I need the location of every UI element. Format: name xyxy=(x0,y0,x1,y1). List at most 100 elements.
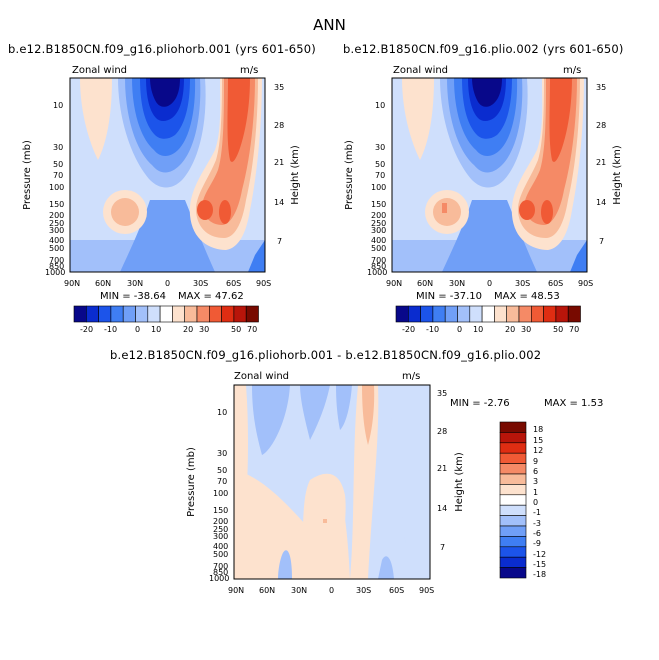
p2-ytick: 250 xyxy=(371,219,387,228)
cb2-label: -10 xyxy=(426,325,440,334)
panel1-contours xyxy=(70,78,265,272)
p2-ytick-right: 28 xyxy=(596,121,607,130)
p2-max: MAX = 48.53 xyxy=(494,291,560,302)
colorbar-swatch xyxy=(245,305,259,323)
p2-xtick: 90N xyxy=(386,279,403,288)
colorbar-swatch xyxy=(499,452,527,464)
panel1-plot xyxy=(69,77,266,273)
colorbar-swatch xyxy=(499,432,527,444)
panel2-title: b.e12.B1850CN.f09_g16.plio.002 (yrs 601-… xyxy=(343,42,624,56)
p2-ytick: 100 xyxy=(371,183,387,192)
cb2-label: 20 xyxy=(505,325,516,334)
panel3-title: b.e12.B1850CN.f09_g16.pliohorb.001 - b.e… xyxy=(110,348,542,362)
colorbars-top xyxy=(73,305,581,323)
panel1-title: b.e12.B1850CN.f09_g16.pliohorb.001 (yrs … xyxy=(8,42,316,56)
panel3-contours xyxy=(234,385,430,579)
p2-ytick: 10 xyxy=(375,101,386,110)
panel1-left-label: Zonal wind xyxy=(72,65,128,76)
cb3-label: 0 xyxy=(533,498,539,507)
cb3-label: 12 xyxy=(533,446,544,455)
cb2-label: 10 xyxy=(473,325,484,334)
p2-xtick: 30N xyxy=(449,279,466,288)
cb1-label: 20 xyxy=(183,325,194,334)
p3-ytick: 10 xyxy=(217,408,228,417)
p2-ytick: 400 xyxy=(371,236,387,245)
p2-xtick: 60S xyxy=(548,279,564,288)
cb3-label: -12 xyxy=(533,550,547,559)
p2-ytick: 1000 xyxy=(367,268,388,277)
p1-ytick: 200 xyxy=(49,211,65,220)
p1-xtick: 30S xyxy=(193,279,209,288)
p1-ytick: 100 xyxy=(49,183,65,192)
p2-ytick: 500 xyxy=(371,244,387,253)
cb3-label: 6 xyxy=(533,467,539,476)
p3-ytick: 1000 xyxy=(209,574,230,583)
colorbar-swatch xyxy=(499,484,527,496)
p3-ytick: 400 xyxy=(213,542,229,551)
cb2-label: 30 xyxy=(521,325,532,334)
p2-ytick: 300 xyxy=(371,226,387,235)
p1-xtick: 0 xyxy=(165,279,171,288)
cb2-label: -20 xyxy=(402,325,416,334)
p2-ytick: 50 xyxy=(375,160,386,169)
cb1-label: 30 xyxy=(199,325,210,334)
cb1-label: -20 xyxy=(80,325,94,334)
p1-ytick: 500 xyxy=(49,244,65,253)
p2-xtick: 90S xyxy=(578,279,594,288)
p3-ytick-right: 35 xyxy=(437,389,448,398)
p1-min: MIN = -38.64 xyxy=(100,291,167,302)
p3-ytick: 70 xyxy=(217,477,228,486)
p1-xtick: 90N xyxy=(64,279,81,288)
p1-xtick: 30N xyxy=(127,279,144,288)
colorbar-panel3 xyxy=(499,421,527,579)
p3-xtick: 60N xyxy=(259,586,276,595)
panel3-unit-label: m/s xyxy=(402,371,421,382)
p3-xtick: 90S xyxy=(419,586,435,595)
p3-xtick: 90N xyxy=(228,586,245,595)
p3-ytick: 50 xyxy=(217,466,228,475)
cb3-label: -3 xyxy=(533,519,541,528)
panel3-left-label: Zonal wind xyxy=(234,371,290,382)
cb2-label: 70 xyxy=(569,325,580,334)
p1-ytick-right: 21 xyxy=(274,158,285,167)
colorbar-swatch xyxy=(499,515,527,527)
cb1-label: 50 xyxy=(231,325,242,334)
p2-xtick: 30S xyxy=(515,279,531,288)
p3-ytick: 500 xyxy=(213,550,229,559)
p3-ytick: 300 xyxy=(213,532,229,541)
cb1-label: 10 xyxy=(151,325,162,334)
colorbar-swatch xyxy=(499,442,527,454)
p3-ytick: 700 xyxy=(213,562,229,571)
p1-max: MAX = 47.62 xyxy=(178,291,244,302)
cb3-label: -1 xyxy=(533,508,541,517)
p3-ytick: 150 xyxy=(213,506,229,515)
p1-ytick: 50 xyxy=(53,160,64,169)
p2-ytick-right: 21 xyxy=(596,158,607,167)
p1-ytick-right: 35 xyxy=(274,83,285,92)
panel1-unit-label: m/s xyxy=(240,65,259,76)
cb1-label: 70 xyxy=(247,325,258,334)
p1-ytick: 10 xyxy=(53,101,64,110)
cb3-label: 15 xyxy=(533,436,544,445)
p1-ytick: 30 xyxy=(53,143,64,152)
panel2-contours xyxy=(392,78,587,272)
colorbar-panel1 xyxy=(73,305,259,323)
p2-ytick: 200 xyxy=(371,211,387,220)
p2-ytick: 150 xyxy=(371,200,387,209)
colorbar-swatch xyxy=(499,473,527,485)
p2-ytick: 850 xyxy=(371,262,387,271)
cb1-label: -10 xyxy=(104,325,118,334)
colorbar-swatch xyxy=(499,536,527,548)
p3-max: MAX = 1.53 xyxy=(544,398,604,409)
p1-ytick-right: 14 xyxy=(274,198,285,207)
colorbar-swatch xyxy=(499,463,527,475)
p3-xtick: 30N xyxy=(291,586,308,595)
p1-ytick: 150 xyxy=(49,200,65,209)
cb3-label: -9 xyxy=(533,539,541,548)
p3-ytick: 100 xyxy=(213,489,229,498)
p1-xtick: 90S xyxy=(256,279,272,288)
p1-ytick: 70 xyxy=(53,171,64,180)
cb3-label: 3 xyxy=(533,477,539,486)
